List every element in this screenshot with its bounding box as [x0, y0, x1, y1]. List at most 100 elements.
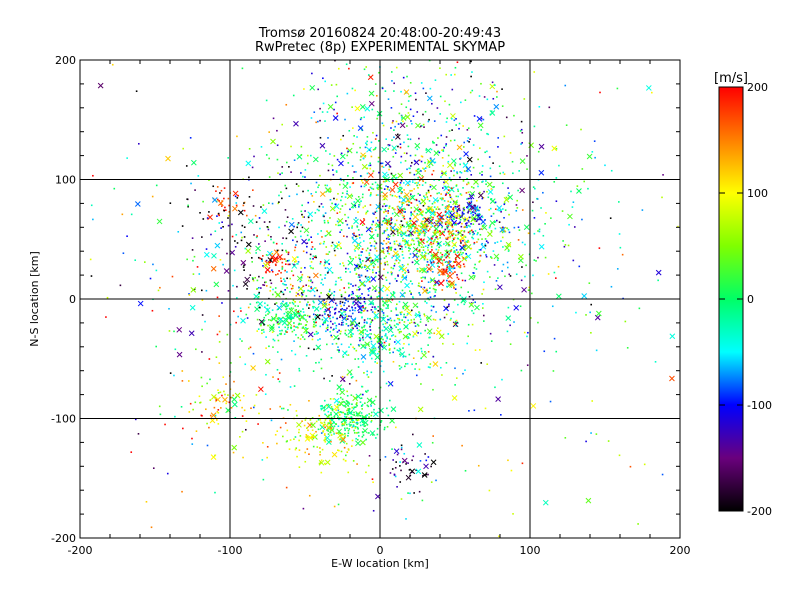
dot-point	[281, 265, 284, 268]
dot-point	[430, 241, 432, 244]
dot-point	[361, 224, 364, 226]
dot-point	[345, 442, 348, 445]
dot-point	[404, 316, 407, 319]
dot-point	[236, 297, 238, 299]
dot-point	[312, 257, 314, 260]
dot-point	[486, 98, 489, 101]
dot-point	[366, 330, 368, 332]
dot-point	[384, 219, 387, 221]
dot-point	[143, 261, 146, 263]
dot-point	[235, 202, 238, 204]
dot-point	[344, 415, 346, 418]
dot-point	[417, 255, 420, 258]
dot-point	[318, 295, 321, 298]
dot-point	[386, 188, 389, 191]
dot-point	[315, 361, 317, 364]
dot-point	[276, 351, 279, 353]
dot-point	[349, 309, 351, 312]
dot-point	[376, 184, 379, 187]
dot-point	[362, 305, 364, 307]
dot-point	[467, 211, 469, 214]
dot-point	[336, 416, 339, 419]
dot-point	[595, 349, 598, 352]
dot-point	[442, 279, 445, 282]
dot-point	[361, 251, 364, 253]
dot-point	[437, 199, 439, 202]
dot-point	[383, 188, 386, 190]
dot-point	[363, 319, 366, 321]
dot-point	[451, 215, 453, 218]
dot-point	[440, 256, 443, 258]
dot-point	[322, 77, 324, 80]
dot-point	[225, 383, 227, 385]
dot-point	[415, 98, 417, 101]
dot-point	[462, 247, 465, 249]
cross-point	[505, 315, 512, 321]
dot-point	[418, 200, 421, 203]
dot-point	[199, 401, 201, 404]
dot-point	[347, 471, 350, 474]
dot-point	[392, 360, 395, 363]
dot-point	[419, 321, 422, 323]
cross-point	[359, 104, 366, 110]
cross-point	[387, 327, 394, 334]
dot-point	[372, 170, 375, 172]
dot-point	[344, 118, 346, 121]
dot-point	[434, 213, 436, 216]
dot-point	[458, 204, 461, 207]
dot-point	[282, 282, 284, 285]
dot-point	[364, 307, 367, 310]
cross-point	[301, 238, 307, 245]
dot-point	[524, 243, 526, 246]
cross-point	[366, 146, 372, 153]
dot-point	[366, 269, 369, 272]
dot-point	[217, 212, 220, 215]
dot-point	[218, 362, 221, 364]
dot-point	[280, 290, 282, 293]
dot-point	[359, 339, 361, 342]
dot-point	[400, 469, 402, 472]
dot-point	[513, 226, 516, 229]
dot-point	[459, 193, 462, 195]
dot-point	[501, 105, 504, 107]
dot-point	[464, 218, 467, 221]
dot-point	[227, 290, 230, 292]
dot-point	[360, 385, 363, 388]
cross-point	[332, 115, 339, 121]
dot-point	[340, 434, 342, 437]
dot-point	[324, 313, 326, 315]
dot-point	[414, 92, 417, 95]
dot-point	[391, 448, 393, 450]
dot-point	[449, 193, 451, 196]
dot-point	[310, 287, 313, 290]
dot-point	[420, 286, 423, 288]
dot-point	[428, 206, 431, 209]
dot-point	[407, 462, 409, 464]
dot-point	[458, 215, 461, 217]
dot-point	[419, 202, 422, 205]
dot-point	[520, 120, 523, 123]
dot-point	[429, 259, 432, 261]
dot-point	[429, 87, 432, 90]
dot-point	[395, 120, 398, 123]
dot-point	[305, 332, 308, 335]
cross-point	[432, 253, 439, 260]
cross-point	[450, 113, 456, 119]
dot-point	[294, 326, 297, 328]
dot-point	[395, 307, 397, 309]
dot-point	[410, 165, 412, 167]
dot-point	[403, 316, 405, 318]
dot-point	[456, 172, 459, 175]
dot-point	[455, 184, 458, 186]
dot-point	[370, 187, 373, 190]
cross-point	[372, 411, 379, 417]
dot-point	[362, 181, 364, 184]
dot-point	[361, 326, 363, 329]
dot-point	[408, 249, 410, 252]
dot-point	[327, 423, 329, 426]
dot-point	[484, 243, 487, 246]
dot-point	[369, 149, 371, 152]
dot-point	[330, 412, 332, 414]
dot-point	[304, 169, 307, 171]
dot-point	[439, 233, 441, 236]
